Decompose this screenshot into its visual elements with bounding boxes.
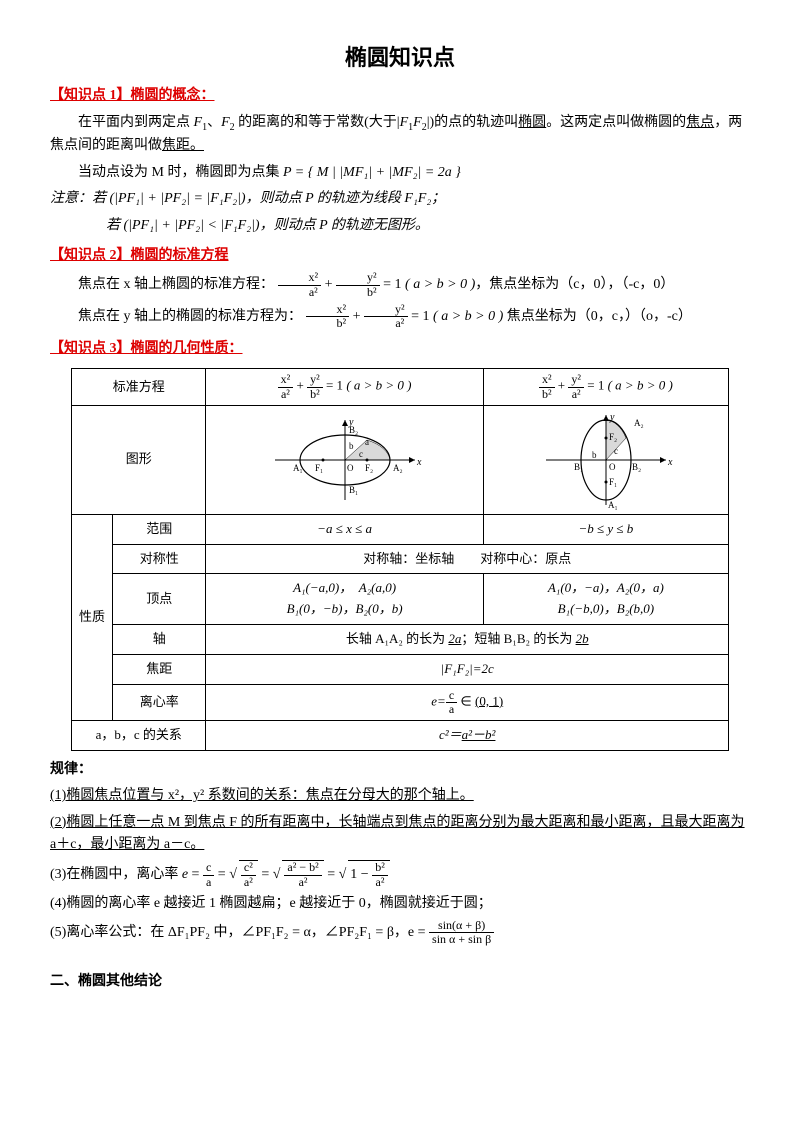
table-row: 轴 长轴 A₁A₂ 的长为 2a；短轴 B₁B₂ 的长为 2b bbox=[72, 625, 729, 655]
rules-header: 规律： bbox=[50, 759, 750, 781]
svg-text:B₂: B₂ bbox=[349, 425, 358, 435]
cell-vertex-x: A₁(−a,0)， A₂(a,0) B₁(0，−b)，B₂(0，b) bbox=[206, 574, 483, 625]
sec2-eq2: 焦点在 y 轴上的椭圆的标准方程为： x²b² + y²a² = 1 ( a >… bbox=[50, 303, 750, 330]
page-title: 椭圆知识点 bbox=[50, 40, 750, 75]
svg-text:F₂: F₂ bbox=[365, 463, 373, 473]
cell-axis: 长轴 A₁A₂ 的长为 2a；短轴 B₁B₂ 的长为 2b bbox=[206, 625, 729, 655]
cell-range-x: −a ≤ x ≤ a bbox=[206, 514, 483, 544]
cell-props-label: 性质 bbox=[72, 514, 113, 720]
section-other-header: 二、椭圆其他结论 bbox=[50, 971, 750, 993]
table-row: 标准方程 x²a² + y²b² = 1 ( a > b > 0 ) x²b² … bbox=[72, 369, 729, 405]
svg-text:F₁: F₁ bbox=[315, 463, 323, 473]
sec2-eq1: 焦点在 x 轴上椭圆的标准方程： x²a² + y²b² = 1 ( a > b… bbox=[50, 271, 750, 298]
table-row: 对称性 对称轴：坐标轴 对称中心：原点 bbox=[72, 544, 729, 574]
rule-2: (2)椭圆上任意一点 M 到焦点 F 的所有距离中，长轴端点到焦点的距离分别为最… bbox=[50, 812, 750, 857]
cell-stdEq-label: 标准方程 bbox=[72, 369, 206, 405]
svg-text:y: y bbox=[609, 412, 615, 423]
cell-range-label: 范围 bbox=[113, 514, 206, 544]
svg-text:b: b bbox=[349, 441, 354, 451]
cell-figure-vertical: x y A₂ A₁ B₁ B₂ F₂ F₁ O c b bbox=[483, 405, 728, 514]
svg-text:a: a bbox=[365, 437, 369, 447]
cell-vertex-y: A₁(0，−a)，A₂(0，a) B₁(−b,0)，B₂(b,0) bbox=[483, 574, 728, 625]
cell-stdEq-x: x²a² + y²b² = 1 ( a > b > 0 ) bbox=[206, 369, 483, 405]
cell-abc: c²＝a²－b² bbox=[206, 721, 729, 751]
cell-figure-horizontal: x y A₁ A₂ B₂ B₁ F₁ F₂ O c a b bbox=[206, 405, 483, 514]
svg-text:B₁: B₁ bbox=[574, 462, 583, 472]
table-row: 焦距 |F₁F₂|=2c bbox=[72, 654, 729, 684]
cell-focal-label: 焦距 bbox=[113, 654, 206, 684]
table-row: 顶点 A₁(−a,0)， A₂(a,0) B₁(0，−b)，B₂(0，b) A₁… bbox=[72, 574, 729, 625]
svg-text:A₁: A₁ bbox=[608, 500, 618, 510]
svg-text:A₂: A₂ bbox=[393, 463, 403, 473]
ellipse-horizontal-icon: x y A₁ A₂ B₂ B₁ F₁ F₂ O c a b bbox=[265, 415, 425, 505]
rule-4: (4)椭圆的离心率 e 越接近 1 椭圆越扁；e 越接近于 0，椭圆就接近于圆； bbox=[50, 893, 750, 915]
table-row: 图形 x y A₁ A₂ B₂ B₁ F₁ F₂ O c a b bbox=[72, 405, 729, 514]
cell-symmetry-label: 对称性 bbox=[113, 544, 206, 574]
svg-text:B₁: B₁ bbox=[349, 485, 358, 495]
svg-text:F₁: F₁ bbox=[609, 477, 617, 487]
svg-text:F₂: F₂ bbox=[609, 432, 617, 442]
rule-3: (3)在椭圆中，离心率 e = ca = c²a² = a² − b²a² = … bbox=[50, 860, 750, 888]
svg-text:A₁: A₁ bbox=[293, 463, 303, 473]
cell-focal: |F₁F₂|=2c bbox=[206, 654, 729, 684]
sec1-para2: 当动点设为 M 时，椭圆即为点集 P = { M | |MF₁| + |MF₂|… bbox=[50, 162, 750, 184]
cell-ecc: e=ca ∈ (0, 1) bbox=[206, 684, 729, 720]
cell-axis-label: 轴 bbox=[113, 625, 206, 655]
svg-text:b: b bbox=[592, 450, 597, 460]
section-2-header: 【知识点 2】椭圆的标准方程 bbox=[50, 245, 750, 267]
section-1-header: 【知识点 1】椭圆的概念： bbox=[50, 85, 750, 107]
svg-text:A₂: A₂ bbox=[634, 418, 644, 428]
ellipse-vertical-icon: x y A₂ A₁ B₁ B₂ F₂ F₁ O c b bbox=[536, 410, 676, 510]
sec1-note2: 若 (|PF₁| + |PF₂| < |F₁F₂|)，则动点 P 的轨迹无图形。 bbox=[50, 215, 750, 237]
svg-text:O: O bbox=[609, 462, 616, 472]
cell-abc-label: a，b，c 的关系 bbox=[72, 721, 206, 751]
cell-ecc-label: 离心率 bbox=[113, 684, 206, 720]
svg-text:O: O bbox=[347, 463, 354, 473]
section-3-header: 【知识点 3】椭圆的几何性质： bbox=[50, 338, 750, 360]
svg-text:B₂: B₂ bbox=[632, 462, 641, 472]
svg-text:x: x bbox=[416, 457, 422, 468]
svg-text:c: c bbox=[614, 446, 618, 456]
table-row: a，b，c 的关系 c²＝a²－b² bbox=[72, 721, 729, 751]
svg-text:c: c bbox=[359, 449, 363, 459]
rule-1: (1)椭圆焦点位置与 x²，y² 系数间的关系：焦点在分母大的那个轴上。 bbox=[50, 785, 750, 807]
table-row: 性质 范围 −a ≤ x ≤ a −b ≤ y ≤ b bbox=[72, 514, 729, 544]
properties-table: 标准方程 x²a² + y²b² = 1 ( a > b > 0 ) x²b² … bbox=[71, 368, 729, 750]
cell-range-y: −b ≤ y ≤ b bbox=[483, 514, 728, 544]
table-row: 离心率 e=ca ∈ (0, 1) bbox=[72, 684, 729, 720]
sec1-para1: 在平面内到两定点 F1、F2 的距离的和等于常数(大于|F1F2|)的点的轨迹叫… bbox=[50, 112, 750, 158]
cell-stdEq-y: x²b² + y²a² = 1 ( a > b > 0 ) bbox=[483, 369, 728, 405]
svg-text:x: x bbox=[667, 457, 673, 468]
cell-symmetry: 对称轴：坐标轴 对称中心：原点 bbox=[206, 544, 729, 574]
cell-figure-label: 图形 bbox=[72, 405, 206, 514]
sec1-note1: 注意：若 (|PF₁| + |PF₂| = |F₁F₂|)，则动点 P 的轨迹为… bbox=[50, 188, 750, 210]
rule-5: (5)离心率公式：在 ΔF₁PF₂ 中，∠PF₁F₂ = α，∠PF₂F₁ = … bbox=[50, 919, 750, 946]
cell-vertex-label: 顶点 bbox=[113, 574, 206, 625]
